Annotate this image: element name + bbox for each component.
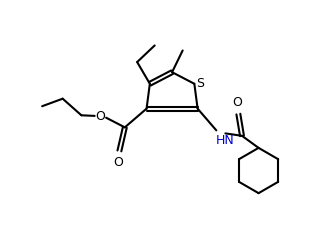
Text: O: O bbox=[95, 110, 105, 123]
Text: O: O bbox=[232, 96, 242, 109]
Text: S: S bbox=[196, 77, 204, 90]
Text: HN: HN bbox=[216, 134, 235, 147]
Text: O: O bbox=[113, 156, 123, 169]
